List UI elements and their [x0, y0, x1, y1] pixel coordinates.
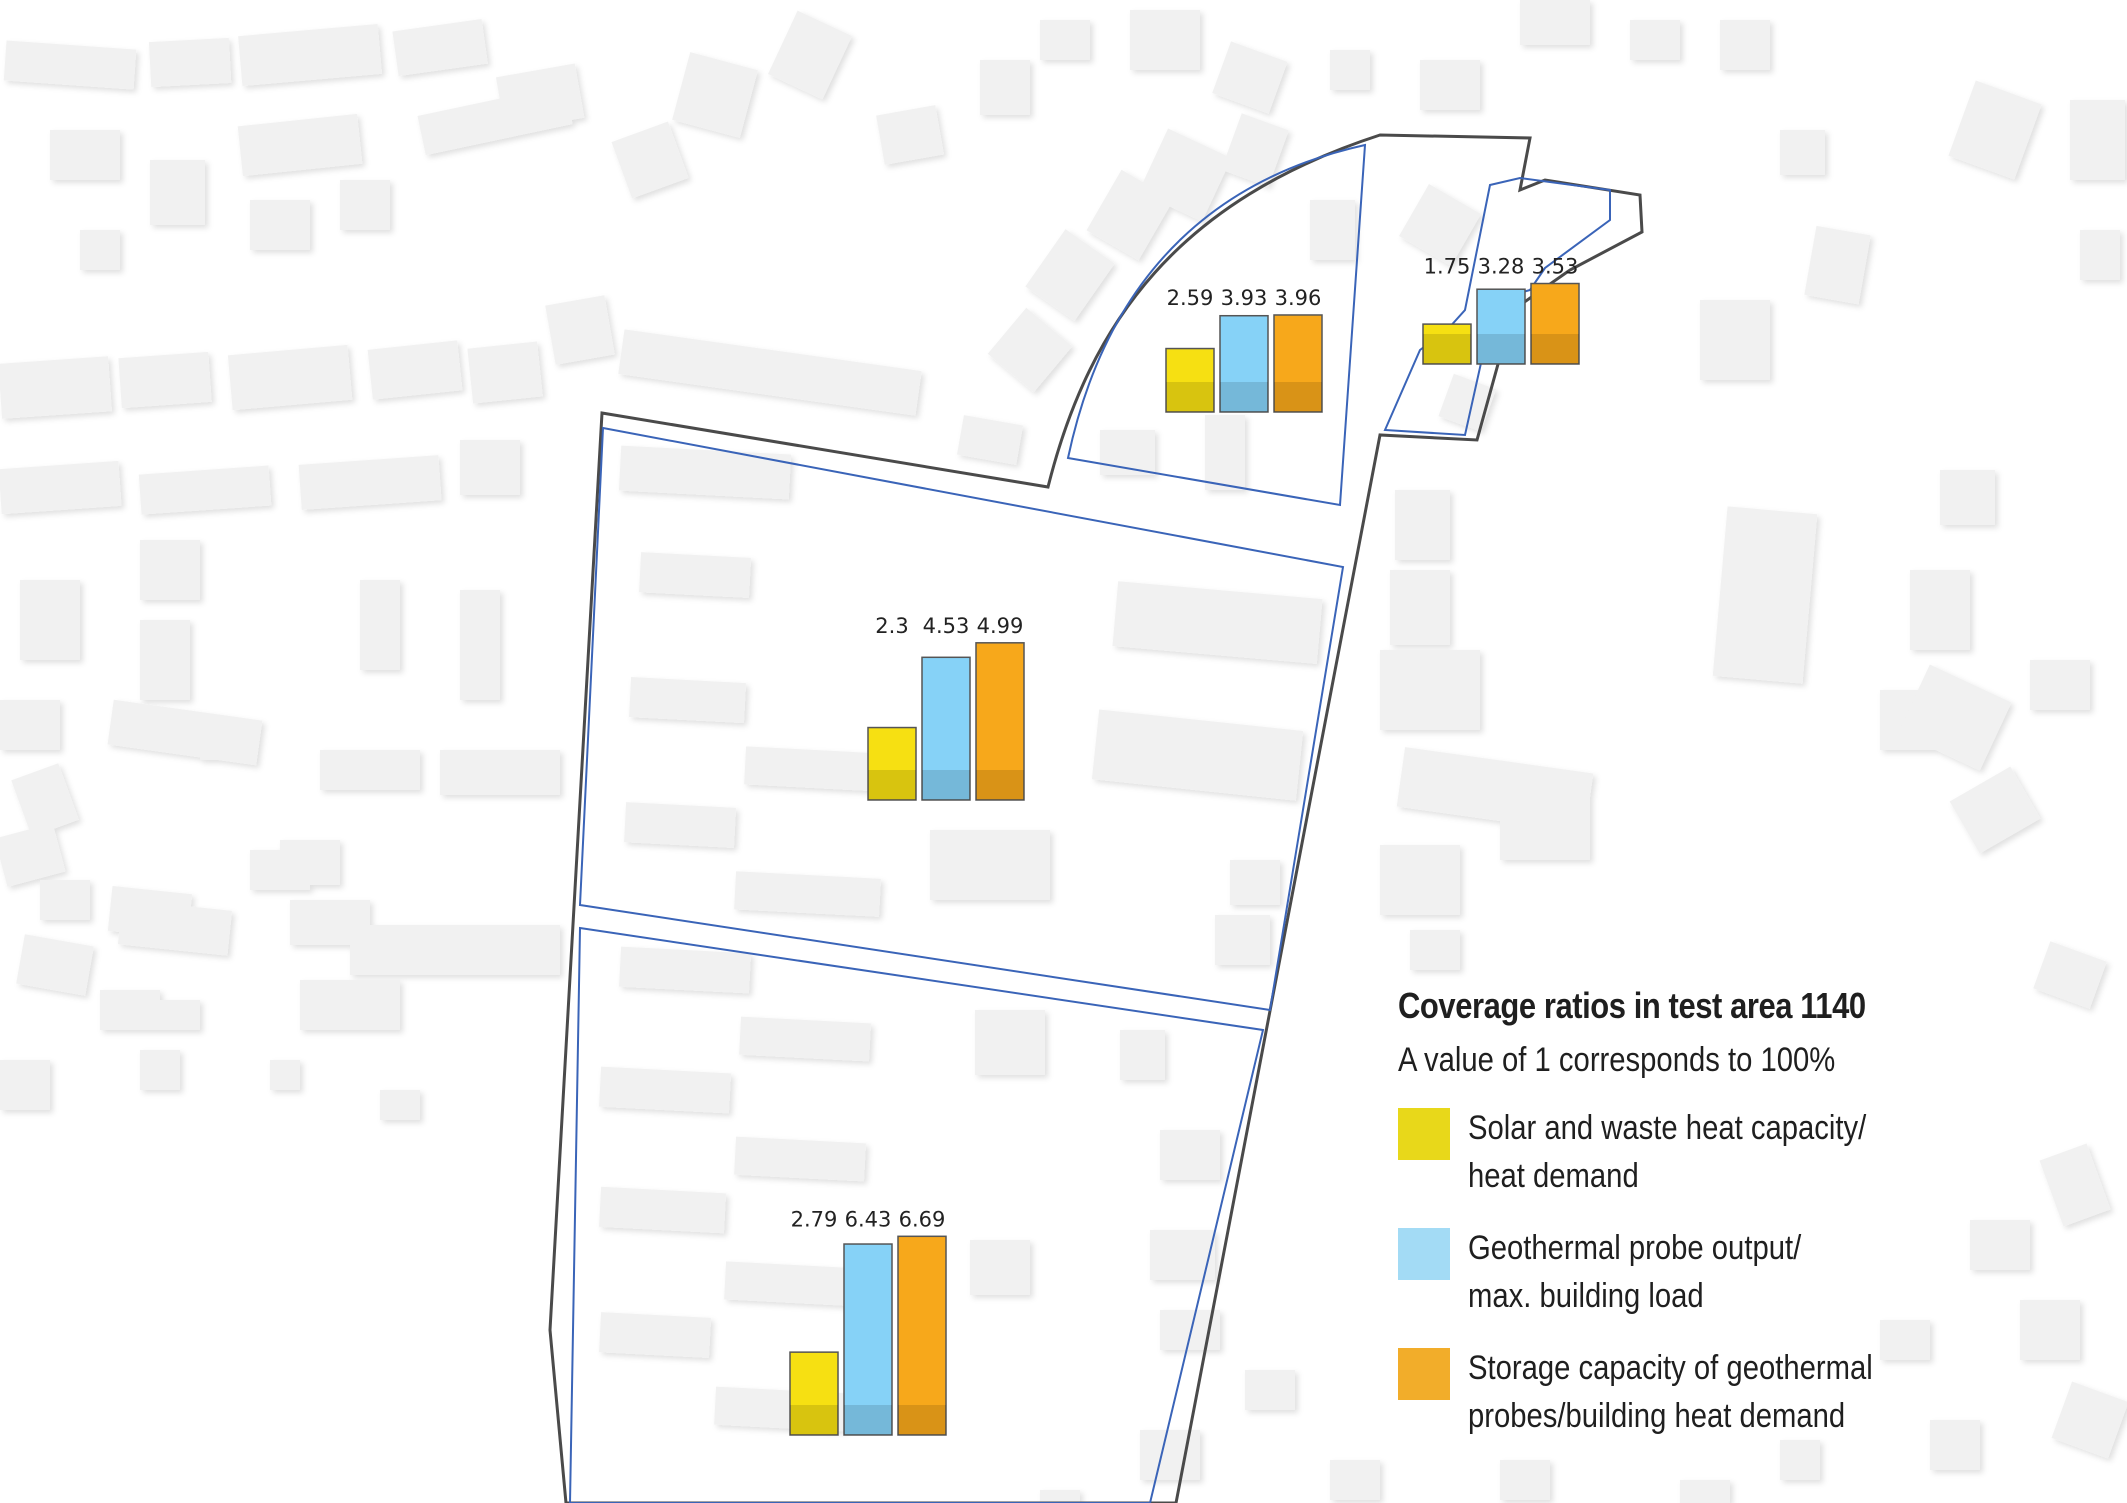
bar-base-storage-ne-upper: [1531, 334, 1579, 364]
legend-label-geothermal-line1: Geothermal probe output/: [1468, 1229, 1802, 1267]
value-label-geothermal-lower: 6.43: [845, 1207, 892, 1231]
coverage-bar-groups: 2.59 3.93 3.96 1.75 3.28 3.53 2.3 4.53 4.99 2.79 6…: [789, 255, 1580, 1436]
subarea-lower: [568, 926, 1265, 1503]
legend-label-geothermal-line2: max. building load: [1468, 1277, 1704, 1315]
legend: Coverage ratios in test area 1140 A valu…: [1398, 985, 1958, 1440]
legend-label-storage-line1: Storage capacity of geothermal: [1468, 1349, 1873, 1387]
bar-base-solar-lower: [790, 1405, 838, 1435]
legend-item-solar: Solar and waste heat capacity/ heat dema…: [1398, 1104, 1958, 1200]
bar-solar-middle: [867, 726, 917, 801]
bar-geothermal-ne-upper: [1476, 288, 1526, 365]
legend-title: Coverage ratios in test area 1140: [1398, 985, 1866, 1026]
bar-base-storage-middle: [976, 770, 1024, 800]
bar-group-lower: 2.79 6.43 6.69: [789, 1207, 947, 1436]
legend-swatch-solar: [1398, 1108, 1450, 1160]
bar-base-solar-ne-upper: [1423, 334, 1471, 364]
bar-base-geothermal-ne-upper: [1477, 334, 1525, 364]
bar-storage-nw-upper: [1273, 314, 1323, 413]
value-label-solar-nw-upper: 2.59: [1167, 286, 1214, 310]
legend-item-geothermal: Geothermal probe output/ max. building l…: [1398, 1224, 1958, 1320]
legend-swatch-geothermal: [1398, 1228, 1450, 1280]
subarea-boundaries: [568, 143, 1611, 1503]
value-label-solar-middle: 2.3: [875, 614, 908, 638]
legend-swatch-storage: [1398, 1348, 1450, 1400]
bar-base-solar-nw-upper: [1166, 382, 1214, 412]
value-label-storage-nw-upper: 3.96: [1275, 286, 1322, 310]
value-label-geothermal-middle: 4.53: [923, 614, 970, 638]
subarea-nw-upper: [1066, 143, 1367, 507]
value-label-solar-ne-upper: 1.75: [1424, 255, 1471, 279]
bar-geothermal-nw-upper: [1219, 314, 1269, 413]
legend-label-solar-line2: heat demand: [1468, 1157, 1639, 1195]
value-label-storage-lower: 6.69: [899, 1207, 946, 1231]
subarea-middle: [578, 426, 1345, 1012]
bar-base-geothermal-lower: [844, 1405, 892, 1435]
bar-base-geothermal-nw-upper: [1220, 382, 1268, 412]
value-label-geothermal-nw-upper: 3.93: [1221, 286, 1268, 310]
bar-geothermal-middle: [921, 656, 971, 801]
legend-item-storage: Storage capacity of geothermal probes/bu…: [1398, 1344, 1958, 1440]
value-label-storage-ne-upper: 3.53: [1532, 255, 1579, 279]
bar-geothermal-lower: [843, 1243, 893, 1436]
value-label-solar-lower: 2.79: [791, 1207, 838, 1231]
bar-storage-middle: [975, 642, 1025, 801]
value-label-storage-middle: 4.99: [977, 614, 1024, 638]
value-label-geothermal-ne-upper: 3.28: [1478, 255, 1525, 279]
bar-storage-lower: [897, 1235, 947, 1436]
bar-group-nw-upper: 2.59 3.93 3.96: [1165, 286, 1323, 413]
bar-base-solar-middle: [868, 770, 916, 800]
bar-base-geothermal-middle: [922, 770, 970, 800]
bar-group-middle: 2.3 4.53 4.99: [867, 614, 1025, 801]
bar-solar-ne-upper: [1422, 323, 1472, 365]
bar-base-storage-lower: [898, 1405, 946, 1435]
bar-solar-nw-upper: [1165, 347, 1215, 413]
bar-group-ne-upper: 1.75 3.28 3.53: [1422, 255, 1580, 365]
bar-storage-ne-upper: [1530, 282, 1580, 365]
legend-label-solar-line1: Solar and waste heat capacity/: [1468, 1109, 1867, 1147]
bar-base-storage-nw-upper: [1274, 382, 1322, 412]
legend-subtitle: A value of 1 corresponds to 100%: [1398, 1041, 1836, 1079]
bar-solar-lower: [789, 1351, 839, 1436]
legend-label-storage-line2: probes/building heat demand: [1468, 1397, 1846, 1435]
